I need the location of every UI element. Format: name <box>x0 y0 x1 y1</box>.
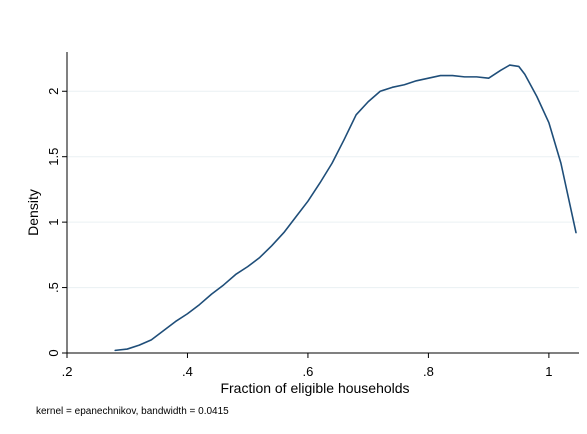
y-tick-label: 0 <box>46 349 61 356</box>
density-curve-line <box>114 64 577 352</box>
y-tick-label: 1 <box>46 219 61 226</box>
y-tick-label: 2 <box>46 88 61 95</box>
y-axis-title: Density <box>25 189 41 236</box>
y-tick-label: 1.5 <box>46 148 61 166</box>
y-tick-label: .5 <box>46 282 61 293</box>
x-tick-label: .8 <box>423 364 434 379</box>
x-tick-label: .4 <box>182 364 193 379</box>
x-axis-title: Fraction of eligible households <box>220 380 409 396</box>
x-tick-label: .2 <box>62 364 73 379</box>
kernel-note: kernel = epanechnikov, bandwidth = 0.041… <box>36 406 229 417</box>
x-tick-label: .6 <box>303 364 314 379</box>
x-tick-label: 1 <box>545 364 552 379</box>
